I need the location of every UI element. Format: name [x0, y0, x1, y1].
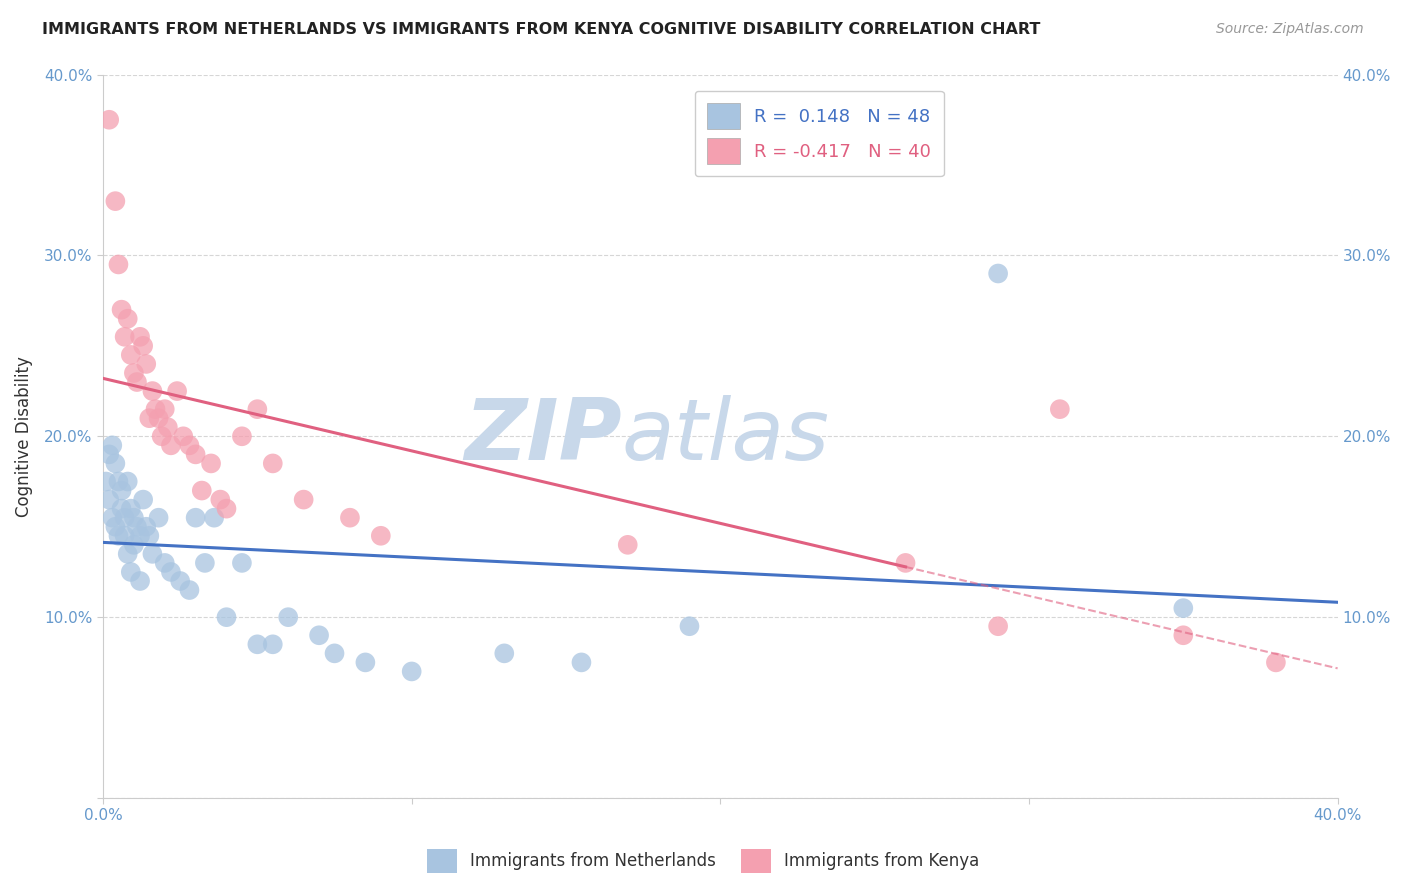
Point	[122, 510, 145, 524]
Point	[125, 520, 148, 534]
Point	[494, 646, 516, 660]
Point	[339, 510, 361, 524]
Point	[110, 501, 132, 516]
Point	[200, 457, 222, 471]
Point	[169, 574, 191, 588]
Point	[114, 330, 136, 344]
Point	[141, 384, 163, 398]
Legend: R =  0.148   N = 48, R = -0.417   N = 40: R = 0.148 N = 48, R = -0.417 N = 40	[695, 91, 943, 177]
Point	[202, 510, 225, 524]
Point	[107, 475, 129, 489]
Point	[1173, 628, 1195, 642]
Point	[179, 582, 201, 597]
Point	[148, 411, 170, 425]
Point	[117, 475, 139, 489]
Text: IMMIGRANTS FROM NETHERLANDS VS IMMIGRANTS FROM KENYA COGNITIVE DISABILITY CORREL: IMMIGRANTS FROM NETHERLANDS VS IMMIGRANT…	[42, 22, 1040, 37]
Point	[1173, 601, 1195, 615]
Point	[194, 556, 217, 570]
Point	[292, 492, 315, 507]
Point	[172, 429, 194, 443]
Point	[231, 556, 253, 570]
Point	[262, 637, 284, 651]
Point	[129, 574, 152, 588]
Point	[110, 483, 132, 498]
Point	[120, 565, 142, 579]
Point	[132, 492, 155, 507]
Point	[135, 520, 157, 534]
Point	[160, 438, 183, 452]
Point	[231, 429, 253, 443]
Point	[148, 510, 170, 524]
Point	[215, 610, 238, 624]
Point	[110, 302, 132, 317]
Point	[616, 538, 638, 552]
Point	[107, 257, 129, 271]
Point	[117, 547, 139, 561]
Point	[370, 529, 392, 543]
Point	[120, 348, 142, 362]
Point	[114, 510, 136, 524]
Point	[179, 438, 201, 452]
Point	[246, 637, 269, 651]
Point	[308, 628, 330, 642]
Point	[104, 457, 127, 471]
Point	[117, 311, 139, 326]
Point	[98, 112, 121, 127]
Point	[354, 656, 377, 670]
Point	[129, 529, 152, 543]
Point	[571, 656, 593, 670]
Point	[125, 375, 148, 389]
Point	[104, 520, 127, 534]
Point	[138, 529, 160, 543]
Point	[120, 501, 142, 516]
Point	[153, 556, 176, 570]
Point	[101, 438, 124, 452]
Point	[987, 267, 1010, 281]
Point	[160, 565, 183, 579]
Point	[129, 330, 152, 344]
Point	[987, 619, 1010, 633]
Point	[150, 429, 173, 443]
Point	[191, 483, 214, 498]
Point	[141, 547, 163, 561]
Text: ZIP: ZIP	[464, 395, 621, 478]
Text: Source: ZipAtlas.com: Source: ZipAtlas.com	[1216, 22, 1364, 37]
Point	[153, 402, 176, 417]
Point	[156, 420, 179, 434]
Point	[98, 492, 121, 507]
Point	[101, 510, 124, 524]
Legend: Immigrants from Netherlands, Immigrants from Kenya: Immigrants from Netherlands, Immigrants …	[420, 842, 986, 880]
Point	[132, 339, 155, 353]
Point	[135, 357, 157, 371]
Point	[114, 529, 136, 543]
Point	[145, 402, 167, 417]
Point	[894, 556, 917, 570]
Point	[1049, 402, 1071, 417]
Point	[94, 475, 117, 489]
Point	[184, 510, 207, 524]
Point	[107, 529, 129, 543]
Point	[166, 384, 188, 398]
Point	[209, 492, 232, 507]
Point	[323, 646, 346, 660]
Point	[215, 501, 238, 516]
Point	[246, 402, 269, 417]
Point	[98, 447, 121, 461]
Point	[122, 538, 145, 552]
Point	[277, 610, 299, 624]
Point	[122, 366, 145, 380]
Point	[262, 457, 284, 471]
Point	[104, 194, 127, 208]
Y-axis label: Cognitive Disability: Cognitive Disability	[15, 356, 32, 516]
Point	[184, 447, 207, 461]
Point	[1264, 656, 1286, 670]
Point	[678, 619, 700, 633]
Point	[401, 665, 423, 679]
Text: atlas: atlas	[621, 395, 830, 478]
Point	[138, 411, 160, 425]
